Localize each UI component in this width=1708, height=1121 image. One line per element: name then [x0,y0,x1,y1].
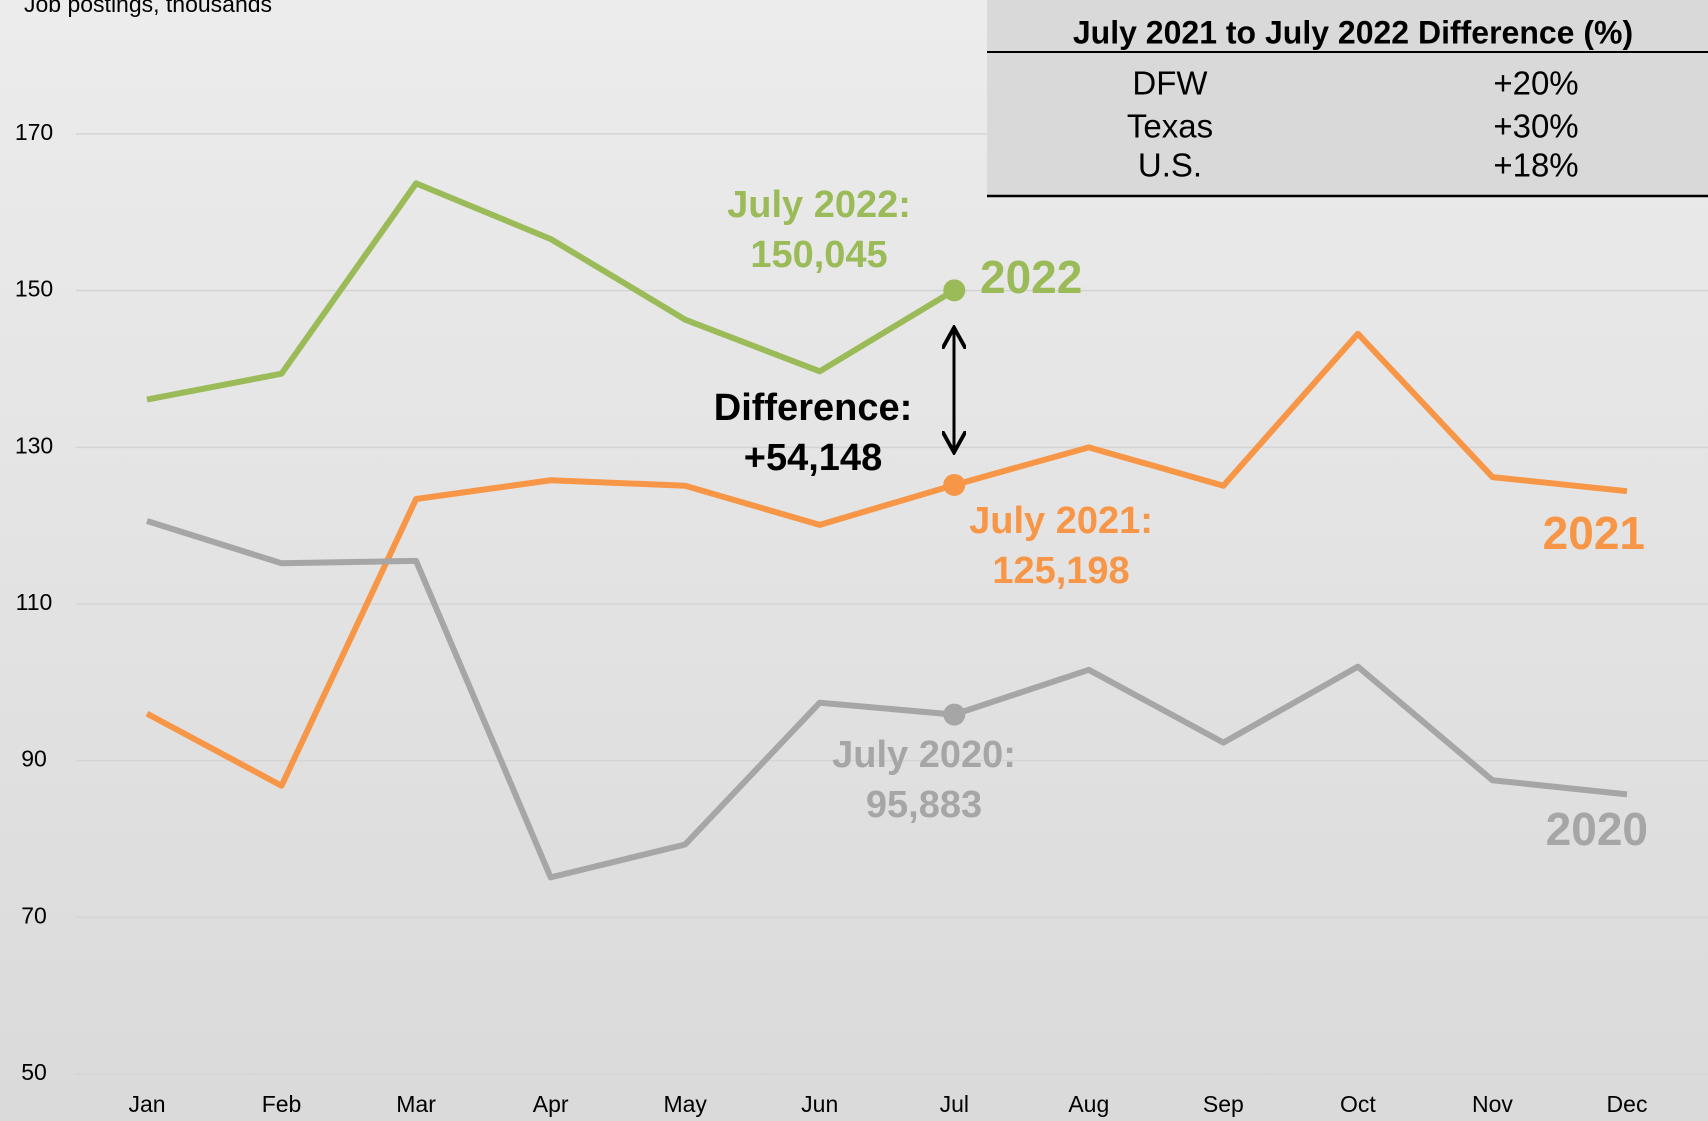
x-tick-label: Aug [1068,1091,1109,1117]
annotation: July 2022: [727,184,911,226]
series-line [146,518,1628,881]
highlight-marker [943,703,966,726]
annotation: 150,045 [750,234,887,276]
table-cell: +18% [1493,147,1578,184]
annotation: +54,148 [744,437,882,479]
annotation: July 2020: [832,734,1016,776]
y-tick-label: 90 [21,746,47,772]
series-label: 2020 [1546,803,1648,855]
x-tick-label: Oct [1340,1091,1376,1117]
y-tick-label: 50 [21,1059,47,1085]
y-axis-label: Job postings, thousands [24,0,272,17]
annotation: Difference: [714,387,913,429]
table-cell: +20% [1493,65,1578,102]
y-tick-label: 150 [15,276,53,302]
y-tick-label: 170 [15,119,53,145]
table-cell: Texas [1127,108,1213,145]
x-tick-label: Jun [801,1091,838,1117]
table-cell: DFW [1132,65,1208,102]
annotation: 95,883 [866,784,982,826]
y-tick-label: 70 [21,902,47,928]
x-tick-label: Mar [396,1091,436,1117]
highlight-marker [943,473,966,496]
annotation: 125,198 [992,550,1129,592]
series-label: 2022 [980,251,1082,303]
highlight-marker [943,279,966,302]
x-tick-label: Jan [128,1091,165,1117]
y-tick-label: 130 [15,432,53,458]
x-tick-label: Jul [940,1091,969,1117]
x-tick-label: Apr [533,1091,569,1117]
table-box [987,0,1708,196]
series-line [145,330,1628,789]
x-tick-label: May [663,1091,707,1117]
table-title: July 2021 to July 2022 Difference (%) [1073,14,1633,50]
x-tick-label: Dec [1607,1091,1648,1117]
annotation: July 2021: [969,500,1153,542]
x-tick-label: Feb [262,1091,302,1117]
series-label: 2021 [1543,507,1645,559]
y-tick-label: 110 [16,589,53,615]
series-line [146,180,956,403]
table-cell: +30% [1493,108,1578,145]
x-tick-label: Sep [1203,1091,1244,1117]
table-cell: U.S. [1138,147,1202,184]
x-tick-label: Nov [1472,1091,1513,1117]
